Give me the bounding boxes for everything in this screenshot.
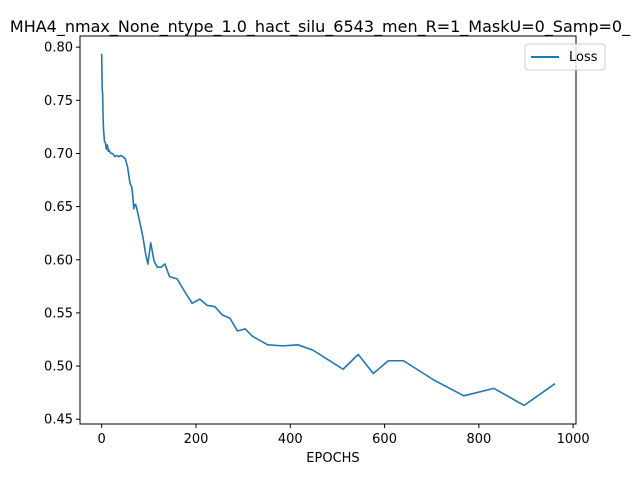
legend-box <box>524 43 606 71</box>
axes-frame <box>79 35 577 425</box>
x-tick-label: 0 <box>98 432 106 447</box>
x-axis-title: EPOCHS <box>306 451 359 466</box>
x-tick-label: 800 <box>466 432 491 447</box>
y-axis-ticks: 0.45 0.50 0.55 0.60 0.65 0.70 0.75 0.80 <box>44 41 80 428</box>
y-tick-label: 0.55 <box>44 306 73 321</box>
x-tick-label: 1000 <box>557 432 590 447</box>
legend: Loss <box>524 43 606 71</box>
plot-area-border <box>79 35 577 425</box>
y-tick-label: 0.70 <box>44 147 73 162</box>
x-tick-label: 600 <box>372 432 397 447</box>
y-tick-label: 0.50 <box>44 360 73 375</box>
y-tick-label: 0.60 <box>44 253 73 268</box>
x-tick-label: 400 <box>278 432 303 447</box>
series-layer <box>100 53 556 407</box>
x-tick-label: 200 <box>184 432 209 447</box>
y-tick-label: 0.75 <box>44 94 73 109</box>
y-tick-label: 0.45 <box>44 413 73 428</box>
y-tick-label: 0.65 <box>44 200 73 215</box>
chart-title: MHA4_nmax_None_ntype_1.0_hact_silu_6543_… <box>10 17 631 37</box>
x-axis-ticks: 0 200 400 600 800 1000 <box>98 424 590 447</box>
series-line-loss <box>100 53 556 407</box>
legend-label-loss: Loss <box>569 50 598 65</box>
y-tick-label: 0.80 <box>44 41 73 56</box>
